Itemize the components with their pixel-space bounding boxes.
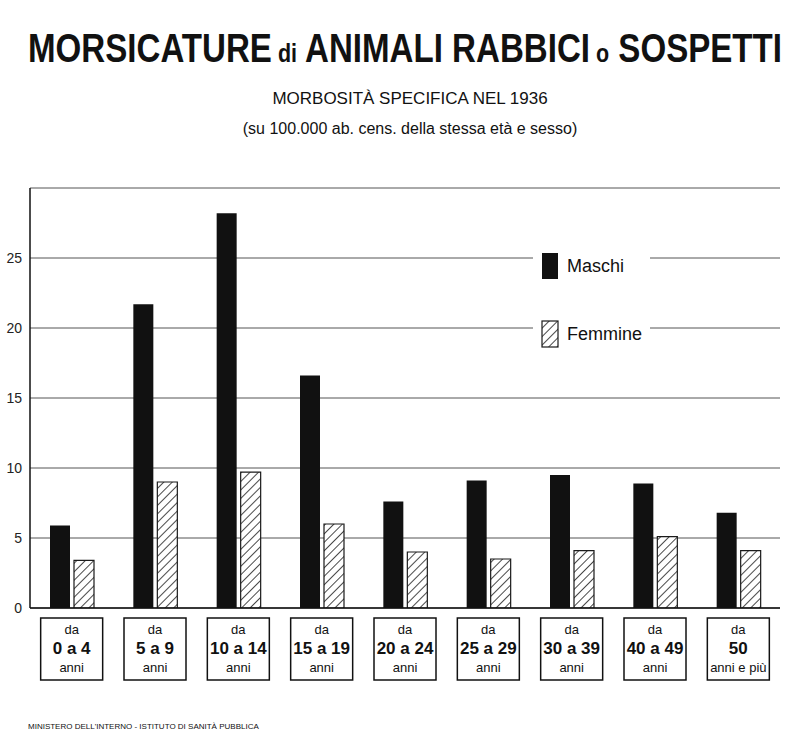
- svg-text:20 a 24: 20 a 24: [377, 639, 434, 658]
- svg-text:anni: anni: [476, 660, 501, 675]
- svg-text:da: da: [64, 622, 79, 637]
- svg-text:0: 0: [14, 600, 22, 616]
- svg-text:da: da: [481, 622, 496, 637]
- svg-text:25: 25: [8, 250, 22, 266]
- svg-text:50: 50: [729, 639, 748, 658]
- svg-text:da: da: [731, 622, 746, 637]
- svg-text:da: da: [564, 622, 579, 637]
- svg-text:20: 20: [8, 320, 22, 336]
- svg-text:15: 15: [8, 390, 22, 406]
- svg-text:0 a 4: 0 a 4: [53, 639, 91, 658]
- svg-text:(su 100.000 ab. cens. della st: (su 100.000 ab. cens. della stessa età e…: [243, 120, 577, 137]
- svg-text:anni: anni: [59, 660, 84, 675]
- svg-text:MORSICATURE di ANIMALI RABBICI: MORSICATURE di ANIMALI RABBICI o SOSPETT…: [28, 26, 782, 70]
- html-text:Femmine: Femmine: [567, 323, 642, 344]
- svg-text:anni: anni: [393, 660, 418, 675]
- svg-text:MORBOSITÀ SPECIFICA NEL 1936: MORBOSITÀ SPECIFICA NEL 1936: [272, 89, 547, 108]
- svg-text:anni: anni: [559, 660, 584, 675]
- svg-text:anni e più: anni e più: [710, 660, 766, 675]
- svg-text:da: da: [231, 622, 246, 637]
- svg-text:anni: anni: [643, 660, 668, 675]
- svg-text:10 a 14: 10 a 14: [210, 639, 267, 658]
- svg-text:30 a 39: 30 a 39: [543, 639, 600, 658]
- svg-text:da: da: [148, 622, 163, 637]
- svg-text:25 a 29: 25 a 29: [460, 639, 517, 658]
- html-text:Maschi: Maschi: [567, 255, 624, 276]
- html-text:MINISTERO DELL'INTERNO - ISTIT: MINISTERO DELL'INTERNO - ISTITUTO DI SAN…: [28, 722, 259, 731]
- svg-text:40 a 49: 40 a 49: [627, 639, 684, 658]
- svg-text:da: da: [398, 622, 413, 637]
- svg-text:anni: anni: [143, 660, 168, 675]
- svg-text:da: da: [314, 622, 329, 637]
- svg-text:5 a 9: 5 a 9: [136, 639, 174, 658]
- svg-text:15 a 19: 15 a 19: [293, 639, 350, 658]
- svg-text:da: da: [648, 622, 663, 637]
- svg-text:10: 10: [8, 460, 22, 476]
- svg-text:5: 5: [14, 530, 22, 546]
- svg-text:anni: anni: [309, 660, 334, 675]
- svg-text:anni: anni: [226, 660, 251, 675]
